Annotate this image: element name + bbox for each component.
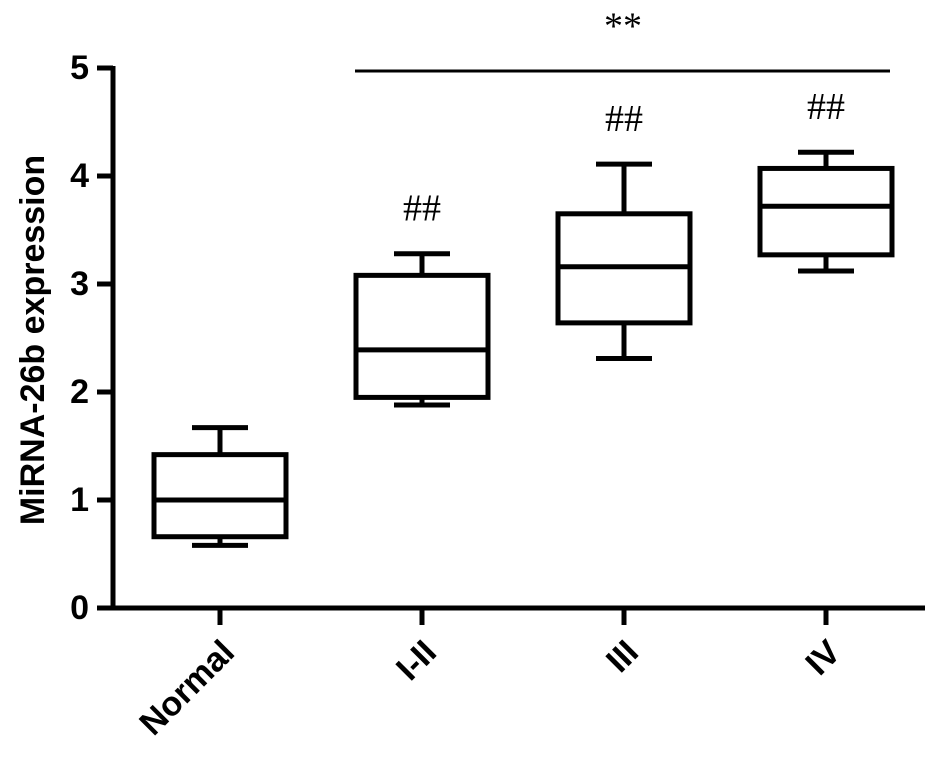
y-tick-label: 5: [70, 49, 89, 87]
y-tick-label: 3: [70, 265, 89, 303]
y-tick-label: 1: [70, 481, 89, 519]
x-tick-label: IV: [798, 633, 848, 683]
y-tick-label: 2: [70, 373, 89, 411]
x-tick-label: III: [599, 633, 646, 680]
significance-label: **: [604, 6, 642, 48]
y-tick-label: 4: [70, 157, 89, 195]
group-label: ##: [807, 86, 845, 128]
group-label: ##: [605, 98, 643, 140]
group-label: ##: [403, 187, 441, 229]
box: [757, 165, 895, 258]
box: [353, 272, 491, 400]
x-tick-label: Normal: [132, 633, 242, 743]
y-tick-label: 0: [70, 589, 89, 627]
y-axis-label: MiRNA-26b expression: [14, 155, 52, 525]
x-tick-label: I-II: [389, 633, 444, 688]
box: [151, 452, 289, 540]
